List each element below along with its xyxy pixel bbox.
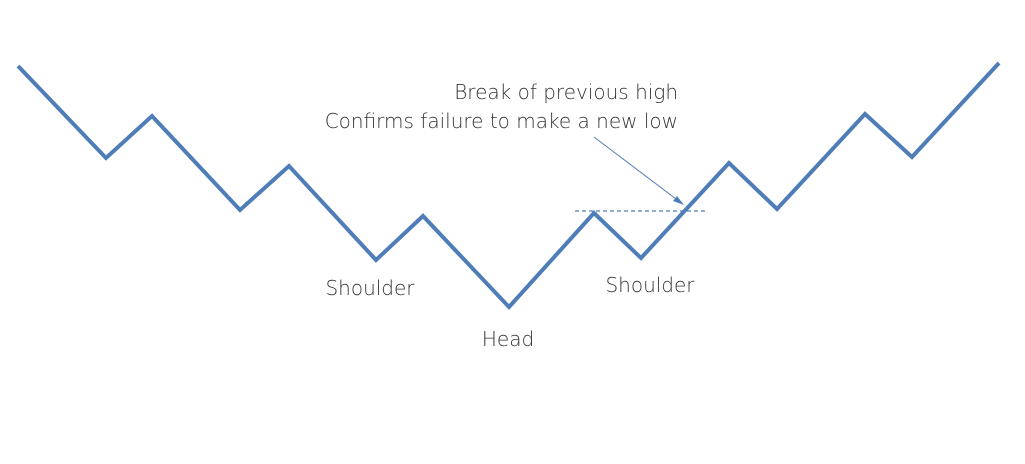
price-line [16,61,1001,310]
right-shoulder-label: Shoulder [605,273,695,297]
left-shoulder-label: Shoulder [325,276,415,300]
annotation-arrowhead [673,196,684,205]
annotation-line-2: Confirms failure to make a new low [325,109,678,133]
annotation-line-1: Break of previous high [454,80,678,104]
annotation-arrow-line [593,136,681,203]
head-label: Head [482,327,534,351]
